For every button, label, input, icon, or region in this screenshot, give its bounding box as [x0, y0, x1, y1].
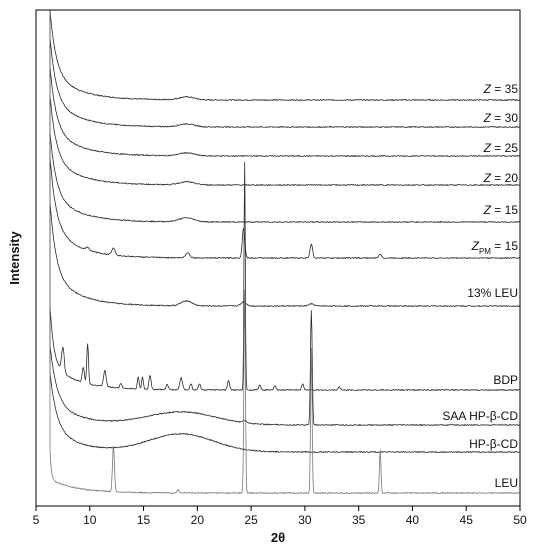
series-label-text: 13% LEU	[467, 286, 518, 300]
plot-area	[35, 9, 521, 507]
series-label-text: BDP	[493, 373, 518, 387]
x-tick-label: 25	[244, 513, 258, 527]
series-label-z20: Z = 20	[483, 171, 519, 185]
series-label-text: = 30	[491, 111, 518, 125]
x-tick-label: 10	[83, 513, 97, 527]
x-tick-label: 40	[406, 513, 420, 527]
x-axis-ticks: 5 10 15 20 25 30 35 40 45 50	[33, 506, 527, 527]
series-label-subscript: PM	[479, 247, 491, 256]
series-line-leu13	[49, 12, 521, 307]
series-line-z15	[49, 12, 521, 223]
series-label-variable: Z	[483, 171, 492, 185]
plot-frame	[35, 9, 521, 507]
series-line-saa	[49, 12, 521, 426]
series-line-z35	[49, 9, 520, 101]
series-traces	[49, 9, 521, 494]
series-label-z35: Z = 35	[483, 82, 519, 96]
series-label-zpm15: ZPM = 15	[471, 239, 519, 256]
series-line-leu	[49, 12, 521, 494]
series-label-saa: SAA HP-β-CD	[442, 409, 518, 423]
series-label-text: = 25	[491, 141, 518, 155]
series-label-variable: Z	[483, 82, 492, 96]
x-axis-title: 2θ	[271, 530, 285, 545]
series-label-text: HP-β-CD	[469, 437, 518, 451]
series-label-text: = 35	[491, 82, 518, 96]
series-label-variable: Z	[483, 141, 492, 155]
x-tick-label: 50	[513, 513, 527, 527]
series-label-text: = 15	[491, 203, 518, 217]
series-label-text: = 20	[491, 171, 518, 185]
x-tick-label: 45	[460, 513, 474, 527]
series-label-z15: Z = 15	[483, 203, 519, 217]
series-line-z30	[49, 12, 521, 128]
series-line-bdp	[49, 12, 521, 391]
series-label-variable: Z	[483, 203, 492, 217]
series-line-hpbcd	[49, 12, 521, 453]
x-tick-label: 35	[352, 513, 366, 527]
series-line-z25	[49, 12, 521, 157]
series-label-text: = 15	[491, 239, 518, 253]
x-tick-label: 20	[191, 513, 205, 527]
series-label-text: SAA HP-β-CD	[442, 409, 518, 423]
series-line-z20	[49, 12, 521, 186]
series-label-variable: Z	[471, 239, 480, 253]
series-line-zpm15	[49, 12, 521, 259]
series-label-hpbcd: HP-β-CD	[469, 437, 518, 451]
series-label-variable: Z	[483, 111, 492, 125]
x-tick-label: 15	[137, 513, 151, 527]
x-tick-label: 30	[298, 513, 312, 527]
series-label-text: LEU	[495, 476, 518, 490]
series-label-leu13: 13% LEU	[467, 286, 518, 300]
x-tick-label: 5	[33, 513, 40, 527]
series-label-leu: LEU	[495, 476, 518, 490]
series-label-bdp: BDP	[493, 373, 518, 387]
series-label-z25: Z = 25	[483, 141, 519, 155]
series-label-z30: Z = 30	[483, 111, 519, 125]
y-axis-title: Intensity	[7, 231, 22, 285]
